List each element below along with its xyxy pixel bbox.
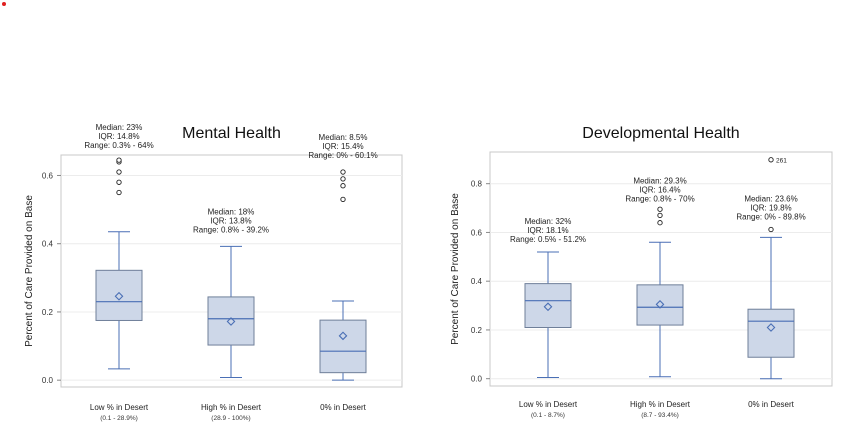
outlier-point — [340, 183, 346, 189]
outlier-point — [116, 169, 122, 175]
y-tick-label: 0.2 — [471, 326, 483, 335]
stat-annotation: Range: 0.5% - 51.2% — [510, 235, 586, 244]
stat-annotation: Median: 29.3% — [633, 176, 686, 185]
mean-marker — [338, 331, 348, 341]
stat-annotation: IQR: 16.4% — [639, 185, 680, 194]
chart-panel-2: 0.0 0.2 0.4 0.6 0.8 Developmental Health Perce… — [450, 125, 833, 419]
x-category-label: High % in Desert — [630, 400, 691, 409]
stat-annotation: IQR: 19.8% — [750, 204, 791, 213]
stat-annotation: Median: 23.6% — [744, 195, 797, 204]
stat-annotation: IQR: 14.8% — [98, 132, 139, 141]
outlier-point — [116, 157, 122, 163]
outlier-label: 261 — [776, 157, 787, 164]
iqr-box — [319, 319, 367, 374]
stat-annotation: Median: 8.5% — [319, 133, 368, 142]
outlier-point — [116, 189, 122, 196]
y-tick-label: 0.4 — [471, 277, 483, 286]
stat-annotation: Median: 32% — [525, 217, 572, 226]
stat-annotation: Range: 0% - 60.1% — [308, 151, 377, 160]
x-category-range: (0.1 - 8.7%) — [531, 412, 565, 419]
stat-annotation: Range: 0% - 89.8% — [736, 213, 805, 222]
x-category-label: High % in Desert — [201, 403, 262, 412]
x-category-label: 0% in Desert — [320, 403, 367, 412]
y-tick-label: 0.4 — [42, 240, 54, 249]
stat-annotation: Median: 18% — [208, 207, 255, 216]
y-tick-label: 0.0 — [471, 375, 483, 384]
outlier-point — [340, 176, 346, 182]
box-group: Median: 32%IQR: 18.1%Range: 0.5% - 51.2%… — [510, 217, 586, 419]
y-tick-label: 0.6 — [42, 171, 54, 180]
chart-title: Mental Health — [182, 125, 281, 142]
stat-annotation: Median: 23% — [96, 123, 143, 132]
mean-marker — [766, 323, 776, 332]
chart-title: Developmental Health — [582, 125, 739, 142]
outlier-point — [657, 220, 663, 226]
stat-annotation: Range: 0.3% - 64% — [84, 141, 153, 150]
outlier-point — [340, 169, 346, 175]
x-category-range: (28.9 - 100%) — [211, 415, 250, 422]
iqr-box — [95, 269, 143, 321]
box-group: Median: 8.5%IQR: 15.4%Range: 0% - 60.1% 0… — [308, 133, 377, 412]
mean-marker — [543, 302, 553, 312]
iqr-box — [636, 284, 684, 326]
stat-annotation: IQR: 13.8% — [210, 216, 251, 225]
outlier-point — [340, 196, 346, 203]
box-group: Median: 18%IQR: 13.8%Range: 0.8% - 39.2%… — [193, 207, 269, 422]
stat-annotation: IQR: 15.4% — [322, 142, 363, 151]
box-group: 261 Median: 23.6%IQR: 19.8%Range: 0% - 89… — [736, 157, 806, 409]
y-tick-label: 0.0 — [42, 376, 54, 385]
y-tick-label: 0.8 — [471, 180, 483, 189]
stat-annotation: Range: 0.8% - 39.2% — [193, 225, 269, 234]
x-category-range: (8.7 - 93.4%) — [641, 412, 679, 419]
mean-marker — [114, 291, 124, 301]
iqr-box — [524, 283, 572, 328]
red-marker-dot — [2, 2, 6, 6]
stat-annotation: IQR: 18.1% — [527, 226, 568, 235]
x-category-label: Low % in Desert — [90, 403, 149, 412]
outlier-point — [657, 212, 663, 219]
y-tick-label: 0.6 — [471, 228, 483, 237]
y-axis-label: Percent of Care Provided on Base — [450, 193, 461, 345]
stat-annotation: Range: 0.8% - 70% — [625, 194, 694, 203]
box-group: Median: 29.3%IQR: 16.4%Range: 0.8% - 70%… — [625, 176, 694, 419]
outlier-point — [116, 179, 122, 185]
outlier-point — [657, 206, 663, 212]
outlier-point — [768, 157, 774, 163]
y-tick-label: 0.2 — [42, 308, 54, 317]
box-group: Median: 23%IQR: 14.8%Range: 0.3% - 64% Lo… — [84, 123, 153, 422]
y-axis-label: Percent of Care Provided on Base — [24, 195, 35, 347]
outlier-point — [768, 226, 774, 233]
mean-marker — [655, 299, 665, 309]
mean-marker — [226, 317, 236, 326]
iqr-box — [747, 308, 795, 358]
iqr-box — [207, 296, 255, 346]
chart-panel-1: 0.0 0.2 0.4 0.6 Mental Health Percent of Care… — [24, 123, 403, 422]
x-category-range: (0.1 - 28.9%) — [100, 415, 138, 422]
x-category-label: Low % in Desert — [519, 400, 578, 409]
x-category-label: 0% in Desert — [748, 400, 795, 409]
